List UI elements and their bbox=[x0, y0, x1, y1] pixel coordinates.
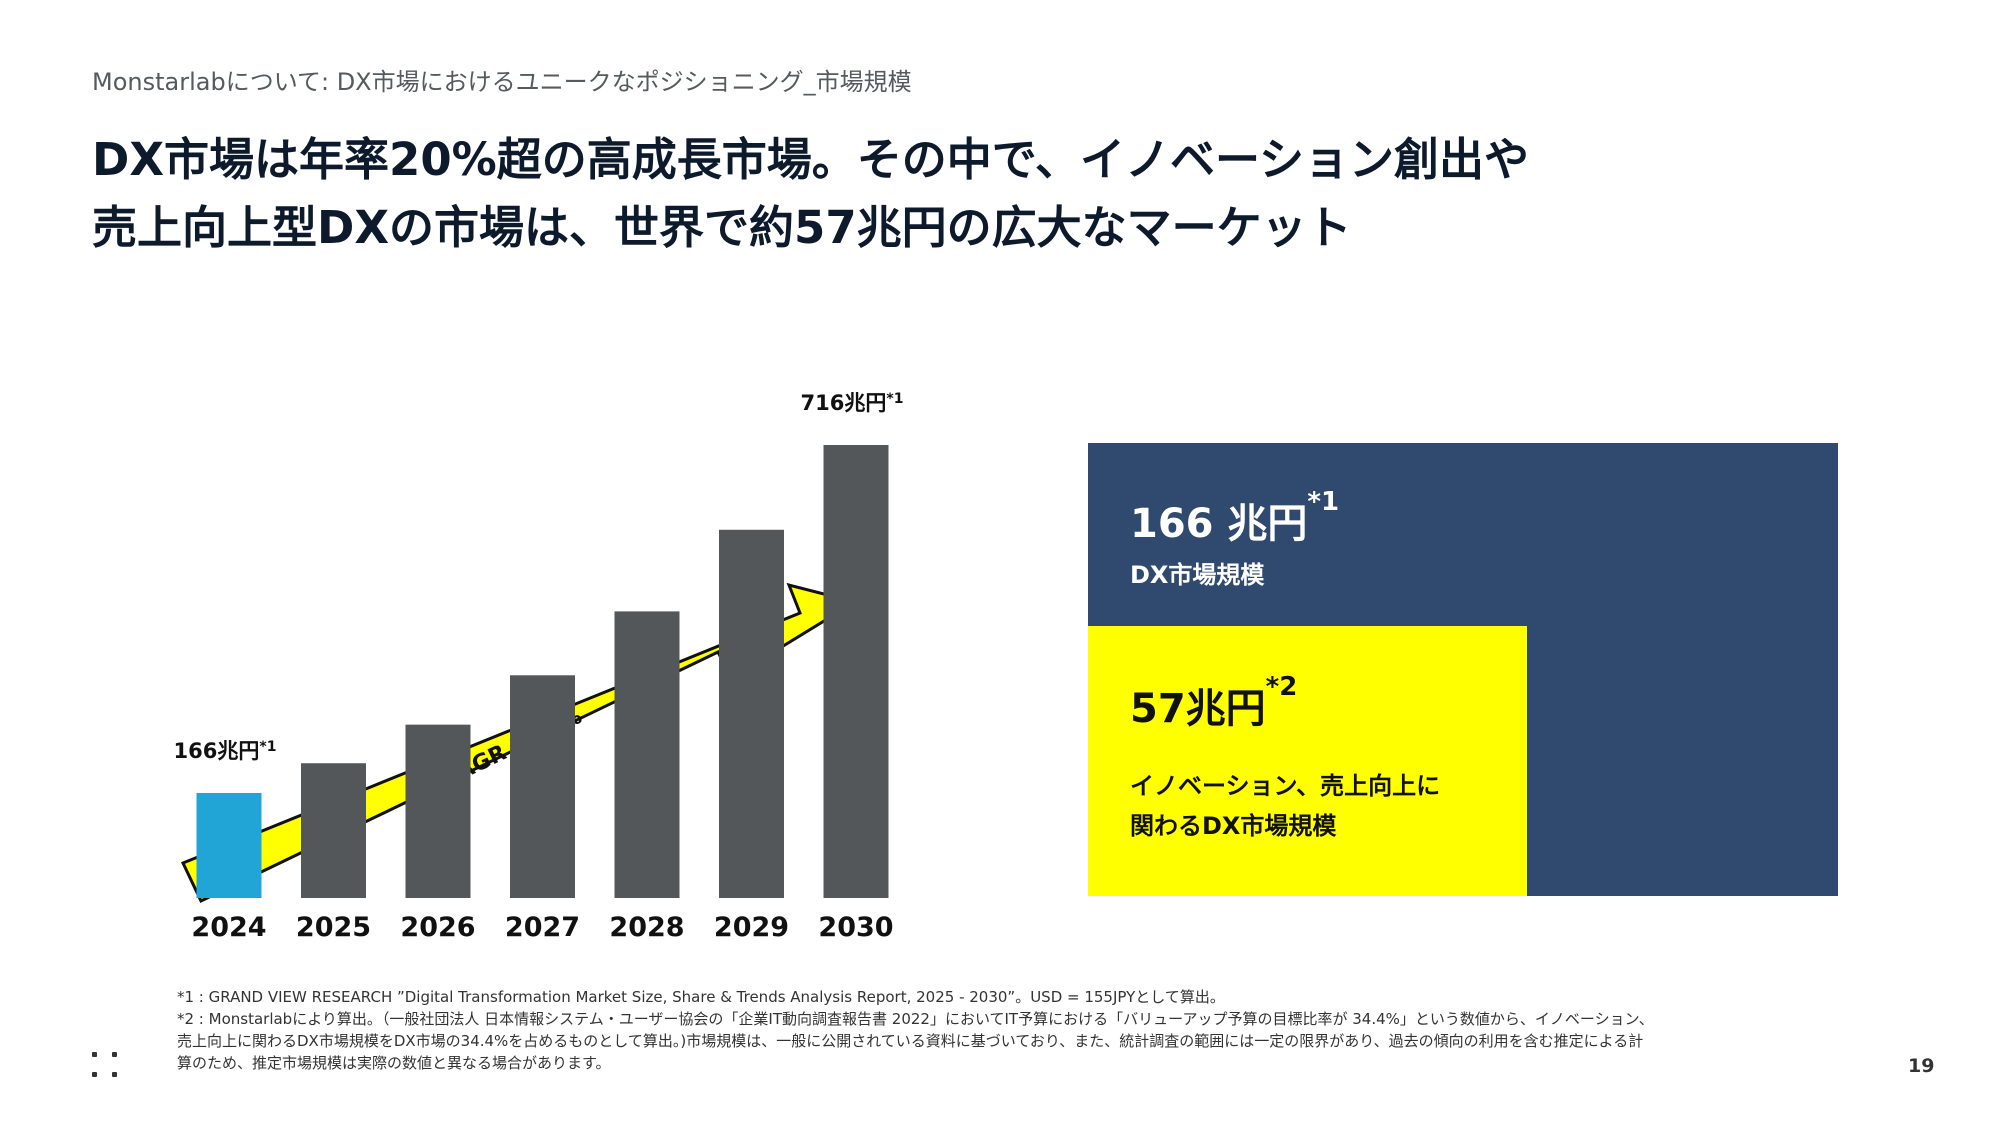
dx-market-size-label: DX市場規模 bbox=[1130, 561, 1265, 589]
bar-2029 bbox=[719, 529, 784, 898]
market-growth-bar-chart: CAGR 28.5%2024166兆円*12025202620272028202… bbox=[174, 391, 904, 943]
footnotes: *1 : GRAND VIEW RESEARCH ”Digital Transf… bbox=[177, 986, 1837, 1074]
x-tick-label-2026: 2026 bbox=[400, 912, 475, 943]
logo-dots-icon bbox=[90, 1050, 122, 1080]
x-tick-label-2027: 2027 bbox=[505, 912, 580, 943]
x-tick-label-2025: 2025 bbox=[296, 912, 371, 943]
x-tick-label-2029: 2029 bbox=[714, 912, 789, 943]
footnote-2-line-2: 売上向上に関わるDX市場規模をDX市場の34.4%を占めるものとして算出。)市場… bbox=[177, 1032, 1644, 1050]
bar-2026 bbox=[405, 724, 471, 898]
data-label-2024: 166兆円*1 bbox=[174, 739, 277, 763]
bar-2028 bbox=[614, 611, 680, 898]
innovation-market-size-note: *2 bbox=[1265, 672, 1298, 702]
page-title: DX市場は年率20%超の高成長市場。その中で、イノベーション創出や 売上向上型D… bbox=[92, 126, 1872, 262]
page-title-line-1: DX市場は年率20%超の高成長市場。その中で、イノベーション創出や bbox=[92, 133, 1530, 186]
bar-2030 bbox=[823, 445, 889, 898]
page-number: 19 bbox=[1908, 1055, 1935, 1077]
bar-2025 bbox=[301, 763, 366, 898]
dx-market-size-note: *1 bbox=[1307, 487, 1340, 517]
dx-market-size-value: 166 兆円*1 bbox=[1130, 487, 1340, 547]
data-label-note-2024: *1 bbox=[259, 739, 276, 755]
breadcrumb: Monstarlabについて: DX市場におけるユニークなポジショニング_市場規… bbox=[92, 68, 912, 96]
innovation-market-size-label: イノベーション、売上向上に 関わるDX市場規模 bbox=[1130, 766, 1440, 846]
innovation-market-size-box: 57兆円*2 イノベーション、売上向上に 関わるDX市場規模 bbox=[1088, 626, 1527, 896]
bar-2027 bbox=[510, 675, 575, 898]
data-label-2030: 716兆円*1 bbox=[801, 391, 904, 415]
innovation-market-size-value: 57兆円*2 bbox=[1130, 672, 1298, 732]
data-label-note-2030: *1 bbox=[886, 391, 903, 407]
bar-2024 bbox=[196, 792, 262, 898]
x-tick-label-2028: 2028 bbox=[609, 912, 684, 943]
dx-market-size-box: 166 兆円*1 DX市場規模 57兆円*2 イノベーション、売上向上に 関わる… bbox=[1088, 443, 1838, 896]
innovation-market-size-label-line-2: 関わるDX市場規模 bbox=[1130, 812, 1337, 840]
x-tick-label-2030: 2030 bbox=[818, 912, 893, 943]
footnote-2-line-1: *2 : Monstarlabにより算出。（一般社団法人 日本情報システム・ユー… bbox=[177, 1010, 1654, 1028]
innovation-market-size-label-line-1: イノベーション、売上向上に bbox=[1130, 772, 1441, 800]
x-tick-label-2024: 2024 bbox=[191, 912, 266, 943]
page-title-line-2: 売上向上型DXの市場は、世界で約57兆円の広大なマーケット bbox=[92, 201, 1352, 254]
footnote-2-line-3: 算のため、推定市場規模は実際の数値と異なる場合があります。 bbox=[177, 1054, 611, 1072]
footnote-1: *1 : GRAND VIEW RESEARCH ”Digital Transf… bbox=[177, 988, 1225, 1006]
